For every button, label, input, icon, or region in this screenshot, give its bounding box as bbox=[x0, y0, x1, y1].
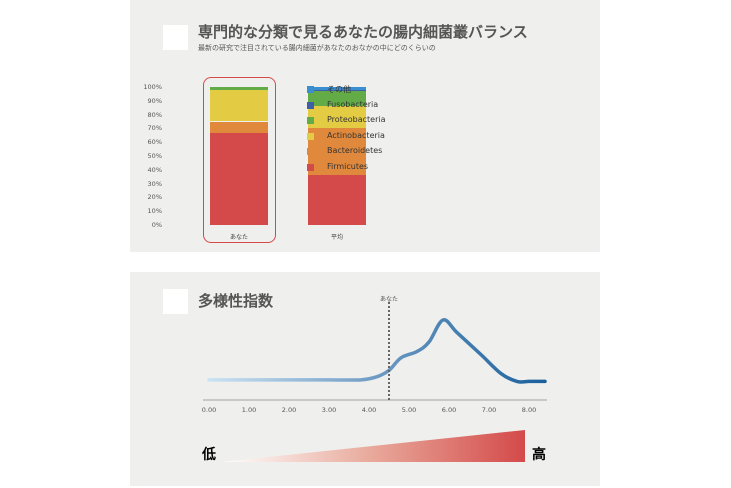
x-tick-label: 8.00 bbox=[521, 406, 537, 414]
category-label: 平均 bbox=[330, 234, 343, 241]
microbiome-balance-panel: 専門的な分類で見るあなたの腸内細菌叢バランス 最新の研究で注目されている腸内細菌… bbox=[130, 0, 600, 252]
high-label: 高 bbox=[532, 447, 546, 463]
x-tick-label: 2.00 bbox=[281, 406, 297, 414]
bar-segment-bacteroidetes bbox=[210, 121, 268, 133]
legend-swatch bbox=[307, 101, 314, 109]
legend-swatch bbox=[307, 148, 314, 156]
y-tick-label: 80% bbox=[147, 110, 162, 119]
y-tick-label: 40% bbox=[147, 165, 162, 174]
category-label: あなた bbox=[229, 234, 248, 241]
y-tick-label: 100% bbox=[143, 83, 162, 91]
y-tick-label: 50% bbox=[147, 152, 162, 160]
diversity-curve bbox=[207, 318, 547, 384]
y-tick-label: 90% bbox=[147, 96, 162, 105]
y-tick-label: 60% bbox=[147, 138, 162, 147]
bar-segment-actinobacteria bbox=[308, 106, 366, 129]
legend-swatch bbox=[307, 86, 314, 93]
bar-segment-その他 bbox=[308, 87, 366, 90]
low-label: 低 bbox=[202, 447, 216, 463]
legend-label: その他 bbox=[327, 85, 351, 94]
legend-label: Actinobacteria bbox=[327, 130, 385, 140]
section-icon-placeholder bbox=[163, 289, 188, 314]
legend-label: Proteobacteria bbox=[327, 115, 386, 125]
legend-swatch bbox=[307, 132, 314, 140]
section-title: 専門的な分類で見るあなたの腸内細菌叢バランス bbox=[198, 23, 528, 41]
x-tick-label: 6.00 bbox=[441, 406, 457, 414]
legend-swatch bbox=[307, 117, 314, 125]
bar-segment-firmicutes bbox=[308, 175, 366, 225]
bar-segment-fusobacteria bbox=[308, 89, 366, 92]
marker-label: あなた bbox=[380, 296, 399, 303]
y-tick-label: 20% bbox=[147, 193, 162, 202]
x-tick-label: 5.00 bbox=[401, 406, 417, 414]
bar-segment-proteobacteria bbox=[210, 87, 268, 90]
bar-segment-bacteroidetes bbox=[308, 128, 366, 176]
bar-segment-actinobacteria bbox=[210, 89, 268, 122]
y-tick-label: 30% bbox=[147, 179, 162, 188]
x-tick-label: 4.00 bbox=[361, 406, 377, 414]
x-tick-label: 7.00 bbox=[481, 406, 497, 414]
x-tick-label: 1.00 bbox=[241, 406, 257, 414]
y-tick-label: 70% bbox=[147, 124, 162, 133]
legend-label: Firmicutes bbox=[327, 162, 369, 171]
highlight-outline bbox=[203, 77, 276, 243]
x-tick-label: 0.00 bbox=[201, 406, 217, 414]
y-tick-label: 10% bbox=[147, 207, 162, 216]
legend-label: Fusobacteria bbox=[327, 99, 379, 109]
legend-swatch bbox=[307, 164, 314, 171]
section-subtitle: 最新の研究で注目されている腸内細菌があなたのおなかの中にどのくらいの bbox=[198, 44, 436, 52]
bar-segment-proteobacteria bbox=[308, 91, 366, 107]
y-tick-label: 0% bbox=[151, 221, 162, 229]
bar-segment-firmicutes bbox=[210, 132, 268, 225]
x-tick-label: 3.00 bbox=[321, 406, 337, 414]
section-title: 多様性指数 bbox=[198, 292, 274, 310]
section-icon-placeholder bbox=[163, 25, 188, 50]
legend-label: Bacteroidetes bbox=[327, 146, 383, 156]
low-high-gradient-scale bbox=[221, 430, 525, 462]
